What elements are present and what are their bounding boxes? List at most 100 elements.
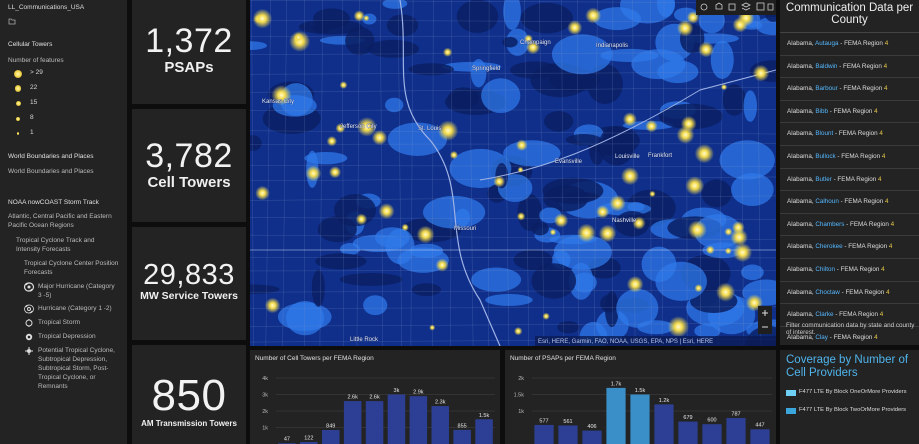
bar[interactable]: [409, 396, 428, 444]
search-button[interactable]: [700, 3, 708, 11]
coverage-area: [250, 135, 262, 151]
bar[interactable]: [750, 429, 770, 444]
region: 4: [886, 288, 890, 296]
county-row[interactable]: Alabama, Bibb - FEMA Region 4: [780, 101, 919, 124]
county-row[interactable]: Alabama, Butler - FEMA Region 4: [780, 169, 919, 192]
tower-cluster: [745, 294, 763, 312]
county-row[interactable]: Alabama, Baldwin - FEMA Region 4: [780, 56, 919, 79]
coverage-area: [598, 125, 635, 166]
folder-icon[interactable]: [8, 17, 16, 25]
county-row[interactable]: Alabama, Chambers - FEMA Region 4: [780, 214, 919, 237]
value-label: 561: [563, 419, 572, 425]
map[interactable]: Kansas City Champaign Indianapolis Springfi…: [222, 0, 798, 362]
coverage-area: [387, 122, 447, 156]
chart-title: Number of Cell Towers per FEMA Region: [255, 355, 374, 362]
tower-cluster: [731, 221, 745, 234]
tower-cluster: [687, 220, 707, 240]
tower-cluster: [716, 282, 736, 302]
indicator-value: 29,833: [143, 259, 235, 291]
tower-cluster: [339, 81, 348, 89]
bar[interactable]: [534, 424, 554, 444]
coverage-area: [502, 36, 518, 48]
coverage-area: [731, 173, 774, 206]
bar[interactable]: [726, 418, 746, 444]
coverage-area: [277, 302, 332, 331]
layer-title: Cellular Towers: [8, 40, 53, 48]
county-row[interactable]: Alabama, Choctaw - FEMA Region 4: [780, 282, 919, 305]
region: 4: [890, 220, 895, 228]
tower-cluster: [253, 14, 263, 24]
county-row[interactable]: Alabama, Blount - FEMA Region 4: [780, 123, 919, 146]
county-row[interactable]: Alabama, Autauga - FEMA Region 4: [780, 33, 919, 56]
tower-cluster: [609, 195, 626, 212]
tower-cluster: [271, 85, 292, 106]
bar[interactable]: [387, 394, 406, 444]
bar[interactable]: [702, 424, 722, 444]
place-label: Champaign: [520, 40, 551, 46]
state: Alabama,: [787, 243, 814, 251]
bar[interactable]: [475, 419, 493, 444]
bar[interactable]: [558, 425, 578, 444]
county-row[interactable]: Alabama, Bullock - FEMA Region 4: [780, 146, 919, 169]
coverage-area: [470, 59, 487, 88]
bar[interactable]: [630, 394, 650, 444]
county-boundary: [250, 35, 776, 37]
bar[interactable]: [582, 430, 602, 444]
bar[interactable]: [365, 401, 384, 444]
coverage-area: [385, 97, 404, 113]
basemap-button[interactable]: [756, 2, 765, 11]
zoom-in[interactable]: [762, 310, 768, 316]
coverage-title: Coverage by Number of Cell Providers: [786, 354, 909, 379]
county: Autauga: [815, 40, 839, 47]
list-footer: Filter communication data by state and c…: [786, 322, 915, 336]
county-row[interactable]: Alabama, Barbour - FEMA Region 4: [780, 78, 919, 101]
place-label: Missouri: [454, 226, 476, 232]
coverage-area: [551, 250, 571, 270]
tower-cluster: [363, 15, 370, 22]
coverage-area: [400, 217, 462, 243]
class-label: 8: [30, 114, 34, 122]
coverage-area: [520, 2, 573, 34]
bar[interactable]: [431, 406, 450, 444]
bar[interactable]: [678, 421, 698, 444]
bar[interactable]: [654, 404, 674, 444]
county-boundary: [469, 0, 474, 346]
coverage-area: [604, 290, 619, 328]
county-row[interactable]: Alabama, Calhoun - FEMA Region 4: [780, 191, 919, 214]
coverage-area: [622, 120, 674, 130]
county-boundary: [718, 0, 724, 346]
class-label: 22: [30, 84, 38, 92]
county: Baldwin: [815, 62, 838, 70]
value-label: 3k: [394, 388, 400, 394]
county-row[interactable]: Alabama, Cherokee - FEMA Region 4: [780, 236, 919, 259]
tower-cluster: [416, 225, 435, 244]
coverage-area: [544, 111, 574, 132]
home-button[interactable]: [715, 2, 723, 10]
class-symbol: [14, 85, 22, 92]
county-row[interactable]: Alabama, Clay - FEMA Region 4: [780, 327, 919, 345]
coverage-area: [625, 189, 676, 227]
gutter: [500, 350, 505, 444]
coverage-area: [679, 23, 705, 54]
coverage-area: [741, 264, 764, 281]
bar[interactable]: [343, 401, 362, 444]
storm-icon: [25, 334, 33, 341]
county-row[interactable]: Alabama, Chilton - FEMA Region 4: [780, 259, 919, 282]
storm-icon: [24, 305, 34, 314]
bar[interactable]: [321, 429, 340, 444]
bar[interactable]: [453, 429, 471, 444]
state: Alabama,: [787, 220, 814, 228]
county-row[interactable]: Alabama, Clarke - FEMA Region 4: [780, 304, 919, 327]
coverage-area: [549, 234, 597, 245]
layers-button[interactable]: [741, 2, 751, 11]
locate-button[interactable]: [728, 3, 736, 11]
coverage-swatch: [786, 390, 796, 397]
tower-cluster: [596, 205, 610, 219]
coverage-area: [442, 61, 502, 72]
tower-cluster: [645, 120, 658, 133]
place-label: Springfield: [472, 66, 500, 72]
county-boundary: [650, 0, 652, 346]
fullscreen-button[interactable]: [767, 3, 774, 11]
bar[interactable]: [606, 387, 626, 444]
